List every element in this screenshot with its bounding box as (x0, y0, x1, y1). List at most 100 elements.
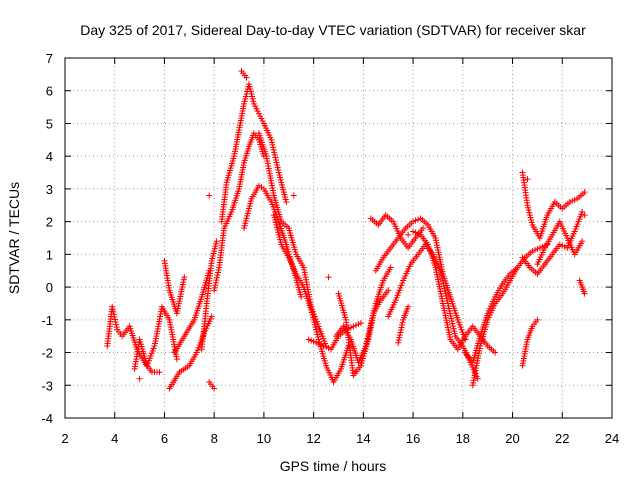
data-point (173, 356, 180, 363)
data-point (211, 287, 218, 294)
x-tick-label: 14 (356, 431, 370, 446)
data-point (274, 161, 281, 168)
data-point (441, 285, 448, 292)
y-tick-label: -1 (41, 313, 53, 328)
data-point (272, 154, 279, 161)
x-axis-label: GPS time / hours (280, 458, 387, 474)
data-point (268, 136, 275, 143)
data-point (271, 151, 278, 158)
y-tick-label: -2 (41, 346, 53, 361)
data-point (213, 274, 220, 281)
x-tick-label: 2 (61, 431, 68, 446)
data-point (440, 282, 447, 289)
data-point (581, 290, 588, 297)
data-point (492, 349, 499, 356)
y-tick-label: 7 (46, 51, 53, 66)
data-points (104, 68, 588, 392)
x-tick-label: 12 (306, 431, 320, 446)
x-tick-label: 4 (111, 431, 118, 446)
x-tick-label: 20 (505, 431, 519, 446)
data-point (448, 318, 455, 325)
data-point (113, 324, 120, 331)
data-point (274, 164, 281, 171)
data-point (272, 156, 279, 163)
data-point (298, 293, 305, 300)
data-point (398, 324, 405, 331)
data-point (405, 303, 412, 310)
y-tick-label: -3 (41, 378, 53, 393)
data-point (109, 303, 116, 310)
data-point (213, 238, 220, 245)
y-tick-label: 5 (46, 116, 53, 131)
x-tick-label: 16 (406, 431, 420, 446)
data-point (446, 308, 453, 315)
data-point (405, 231, 412, 238)
y-tick-label: 6 (46, 84, 53, 99)
data-point (451, 328, 458, 335)
data-point (438, 272, 445, 279)
data-point (156, 369, 163, 376)
data-point (387, 264, 394, 271)
data-point (211, 385, 218, 392)
y-tick-label: 4 (46, 149, 53, 164)
y-tick-label: 3 (46, 182, 53, 197)
data-point (395, 339, 402, 346)
data-point (451, 330, 458, 337)
data-point (442, 287, 449, 294)
data-point (450, 325, 457, 332)
x-tick-label: 6 (161, 431, 168, 446)
x-tick-label: 8 (211, 431, 218, 446)
y-tick-label: 2 (46, 215, 53, 230)
data-point (395, 337, 402, 344)
data-point (440, 280, 447, 287)
data-point (439, 277, 446, 284)
data-point (399, 319, 406, 326)
data-point (208, 313, 215, 320)
data-point (474, 375, 481, 382)
y-tick-label: -4 (41, 411, 53, 426)
data-point (211, 284, 218, 291)
data-point (271, 149, 278, 156)
data-point (112, 319, 119, 325)
data-point (397, 327, 404, 333)
data-point (325, 274, 332, 281)
data-point (110, 311, 117, 318)
data-point (439, 275, 446, 282)
data-point (581, 189, 588, 196)
x-tick-label: 24 (605, 431, 619, 446)
data-point (268, 139, 275, 146)
data-point (275, 167, 282, 174)
data-point (450, 323, 457, 330)
data-point (269, 141, 276, 148)
data-point (445, 302, 452, 309)
data-point (273, 159, 280, 166)
data-point (213, 277, 220, 284)
chart-title: Day 325 of 2017, Sidereal Day-to-day VTE… (80, 22, 586, 38)
x-tick-label: 22 (555, 431, 569, 446)
data-point (214, 272, 221, 279)
data-point (243, 74, 250, 81)
y-tick-label: 0 (46, 280, 53, 295)
data-point (446, 305, 453, 312)
data-point (283, 199, 290, 205)
data-point (581, 212, 588, 219)
data-point (136, 375, 143, 382)
data-point (397, 329, 404, 336)
data-point (438, 270, 445, 277)
data-point (290, 192, 297, 199)
data-point (396, 334, 403, 341)
data-point (112, 316, 119, 323)
data-point (534, 316, 541, 323)
y-tick-label: 1 (46, 247, 53, 262)
data-point (448, 315, 455, 322)
data-point (357, 320, 364, 327)
data-point (385, 287, 392, 294)
data-point (396, 332, 403, 339)
data-point (447, 313, 454, 320)
data-point (420, 225, 427, 232)
data-point (270, 144, 277, 151)
data-point (181, 274, 188, 281)
data-point (215, 267, 222, 273)
